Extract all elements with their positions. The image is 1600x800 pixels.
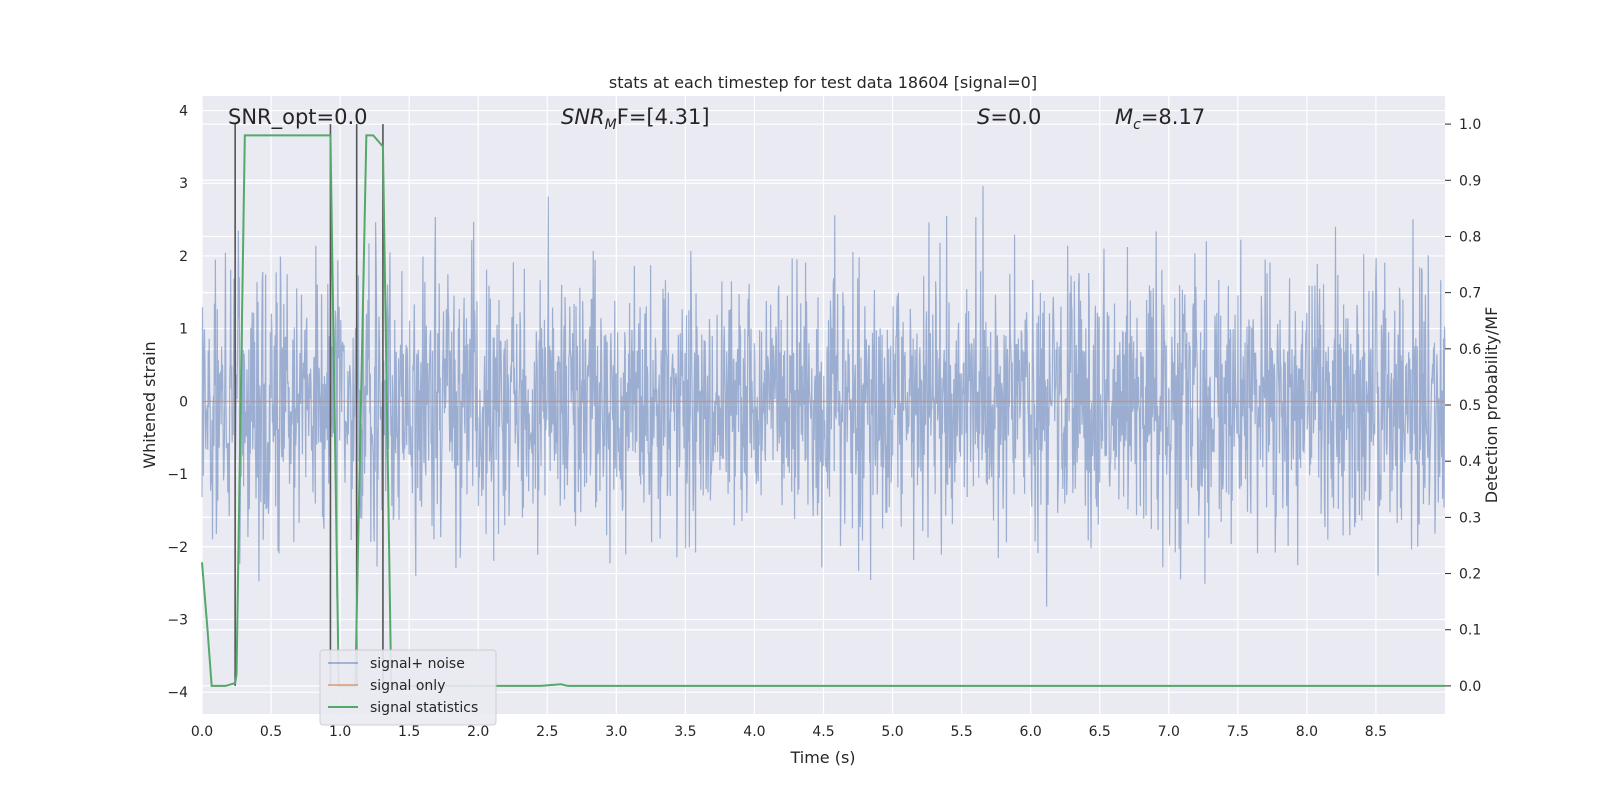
chart-title: stats at each timestep for test data 186… <box>609 73 1037 92</box>
mc-value: =8.17 <box>1141 105 1205 129</box>
x-tick-label: 6.0 <box>1020 724 1042 740</box>
y2-axis-ticks: 1.0 0.9 0.8 0.7 0.6 0.5 0.4 0.3 0.2 0.1 0.0 <box>1445 117 1481 695</box>
snr-mf-subscript: M <box>605 117 617 133</box>
snr-opt-annotation: SNR_opt=0.0 <box>228 105 368 130</box>
y-tick-label: 2 <box>179 249 188 265</box>
legend: signal+ noise signal only signal statist… <box>319 649 497 726</box>
snr-mf-symbol: SNR <box>561 105 605 129</box>
x-tick-label: 5.0 <box>881 724 903 740</box>
mc-symbol: M <box>1115 105 1133 129</box>
signal-noise-series <box>201 185 1446 607</box>
s-value: =0.0 <box>990 105 1041 129</box>
y2-tick-label: 0.1 <box>1459 623 1481 639</box>
x-axis-label: Time (s) <box>789 748 855 767</box>
snr-mf-value: F=[4.31] <box>617 105 710 129</box>
y2-tick-label: 0.7 <box>1459 286 1481 302</box>
y-tick-label: −2 <box>167 540 188 556</box>
legend-label-signal-only: signal only <box>370 678 445 694</box>
x-tick-label: 3.0 <box>605 724 627 740</box>
x-tick-label: 8.5 <box>1365 724 1387 740</box>
x-axis-ticks: 0.0 0.5 1.0 1.5 2.0 2.5 3.0 3.5 4.0 4.5 5.0 5.5 6.0 6… <box>191 724 1387 740</box>
x-tick-label: 0.0 <box>191 724 213 740</box>
y-tick-label: −1 <box>167 467 188 483</box>
signal-noise-line <box>201 185 1446 607</box>
y2-tick-label: 0.5 <box>1459 398 1481 414</box>
y2-tick-label: 0.8 <box>1459 229 1481 245</box>
y2-tick-label: 0.4 <box>1459 454 1481 470</box>
y-tick-label: −4 <box>167 685 188 701</box>
y-axis-ticks: 4 3 2 1 0 −1 −2 −3 −4 <box>167 104 188 702</box>
y-tick-label: 0 <box>179 394 188 410</box>
y2-tick-label: 0.0 <box>1459 679 1481 695</box>
x-tick-label: 5.5 <box>950 724 972 740</box>
y2-axis-label: Detection probability/MF <box>1482 307 1501 504</box>
mc-subscript: c <box>1133 117 1141 133</box>
s-annotation: S=0.0 <box>977 105 1041 129</box>
y2-tick-label: 1.0 <box>1459 117 1481 133</box>
y2-tick-label: 0.2 <box>1459 567 1481 583</box>
s-symbol: S <box>977 105 990 129</box>
x-tick-label: 3.5 <box>674 724 696 740</box>
x-tick-label: 1.5 <box>398 724 420 740</box>
legend-label-signal-noise: signal+ noise <box>370 656 465 672</box>
x-tick-label: 7.0 <box>1158 724 1180 740</box>
y2-tick-label: 0.9 <box>1459 173 1481 189</box>
x-tick-label: 6.5 <box>1089 724 1111 740</box>
legend-box <box>319 649 497 726</box>
y-tick-label: −3 <box>167 612 188 628</box>
x-tick-label: 8.0 <box>1296 724 1318 740</box>
y2-tick-label: 0.3 <box>1459 510 1481 526</box>
x-tick-label: 4.5 <box>812 724 834 740</box>
x-tick-label: 7.5 <box>1227 724 1249 740</box>
mc-annotation: Mc=8.17 <box>1115 105 1205 133</box>
x-tick-label: 1.0 <box>329 724 351 740</box>
snr-mf-annotation: SNRMF=[4.31] <box>561 105 710 133</box>
y-tick-label: 4 <box>179 104 188 120</box>
x-tick-label: 0.5 <box>260 724 282 740</box>
y2-tick-label: 0.6 <box>1459 342 1481 358</box>
x-tick-label: 4.0 <box>743 724 765 740</box>
x-tick-label: 2.0 <box>467 724 489 740</box>
legend-label-signal-statistics: signal statistics <box>370 700 478 716</box>
y-tick-label: 1 <box>179 322 188 338</box>
y-tick-label: 3 <box>179 176 188 192</box>
y-axis-label: Whitened strain <box>140 341 159 468</box>
x-tick-label: 2.5 <box>536 724 558 740</box>
